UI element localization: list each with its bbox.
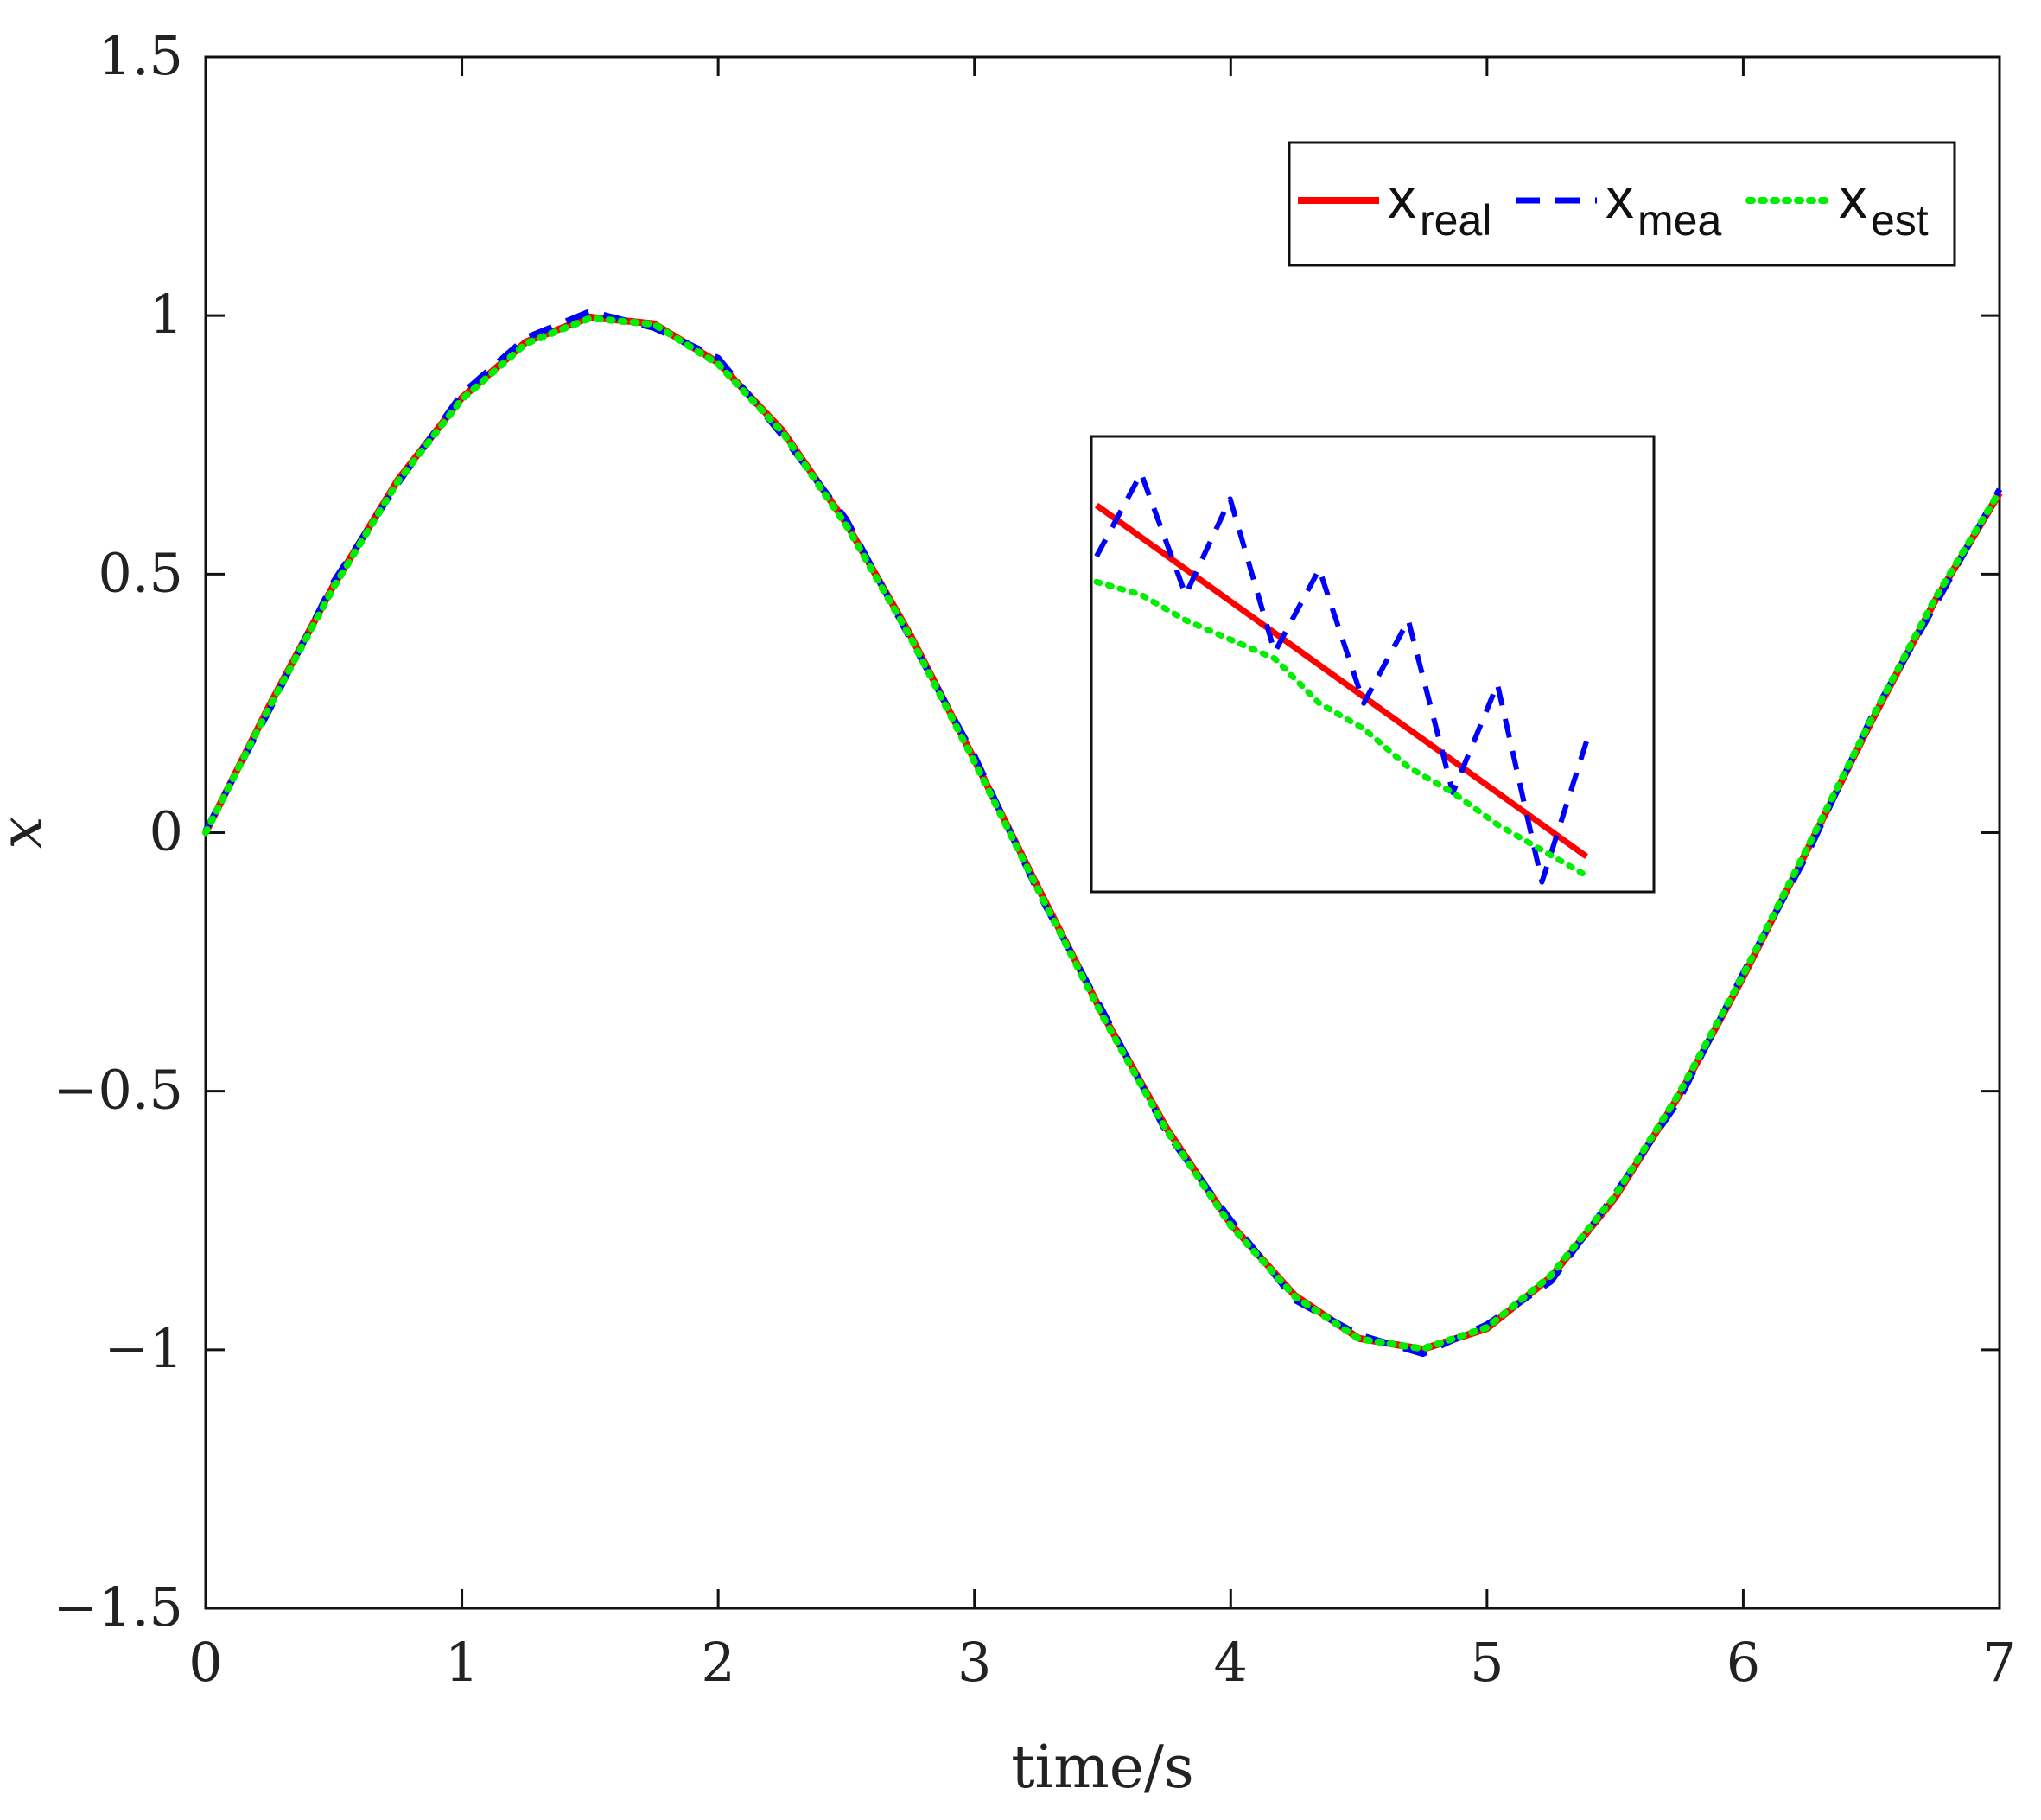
- x-tick-label: 2: [701, 1631, 734, 1694]
- legend: xreal xmea xest: [1288, 141, 1956, 267]
- y-tick-label: −1: [105, 1317, 183, 1380]
- x-tick-label: 7: [1982, 1631, 2016, 1694]
- y-tick-label: 1: [149, 283, 183, 346]
- legend-subscript-x-est: est: [1871, 196, 1929, 245]
- x-tick-label: 1: [445, 1631, 479, 1694]
- legend-box: [1288, 141, 1956, 267]
- y-axis-title: x: [0, 816, 56, 849]
- main-plot-series: [202, 308, 2003, 1358]
- x-tick-label: 0: [188, 1631, 222, 1694]
- inset-mea-line: [1094, 470, 1589, 885]
- x-axis-title: time/s: [1011, 1734, 1194, 1802]
- zoom-inset: [1090, 435, 1656, 894]
- y-tick-label: 1.5: [98, 24, 183, 87]
- legend-subscript-x-mea: mea: [1637, 196, 1721, 245]
- x-tick-label: 5: [1470, 1631, 1504, 1694]
- inset-real-line: [1094, 502, 1589, 859]
- y-tick-label: 0.5: [98, 541, 183, 604]
- main-axes: 0 1 2 3 4 5 6 7 −1.5 −1 −0.5 0 0.5 1 1.5: [53, 24, 2016, 1694]
- x-tick-label: 4: [1214, 1631, 1248, 1694]
- y-tick-label: −0.5: [53, 1059, 183, 1122]
- legend-subscript-x-real: real: [1420, 196, 1491, 245]
- x-tick-label: 3: [957, 1631, 991, 1694]
- series-line-x-est: [202, 315, 2003, 1352]
- y-tick-label: −1.5: [53, 1575, 183, 1639]
- y-tick-label: 0: [149, 800, 183, 863]
- inset-est-line: [1093, 578, 1590, 879]
- zoom-inset-frame: [1090, 435, 1656, 894]
- x-tick-label: 6: [1726, 1631, 1760, 1694]
